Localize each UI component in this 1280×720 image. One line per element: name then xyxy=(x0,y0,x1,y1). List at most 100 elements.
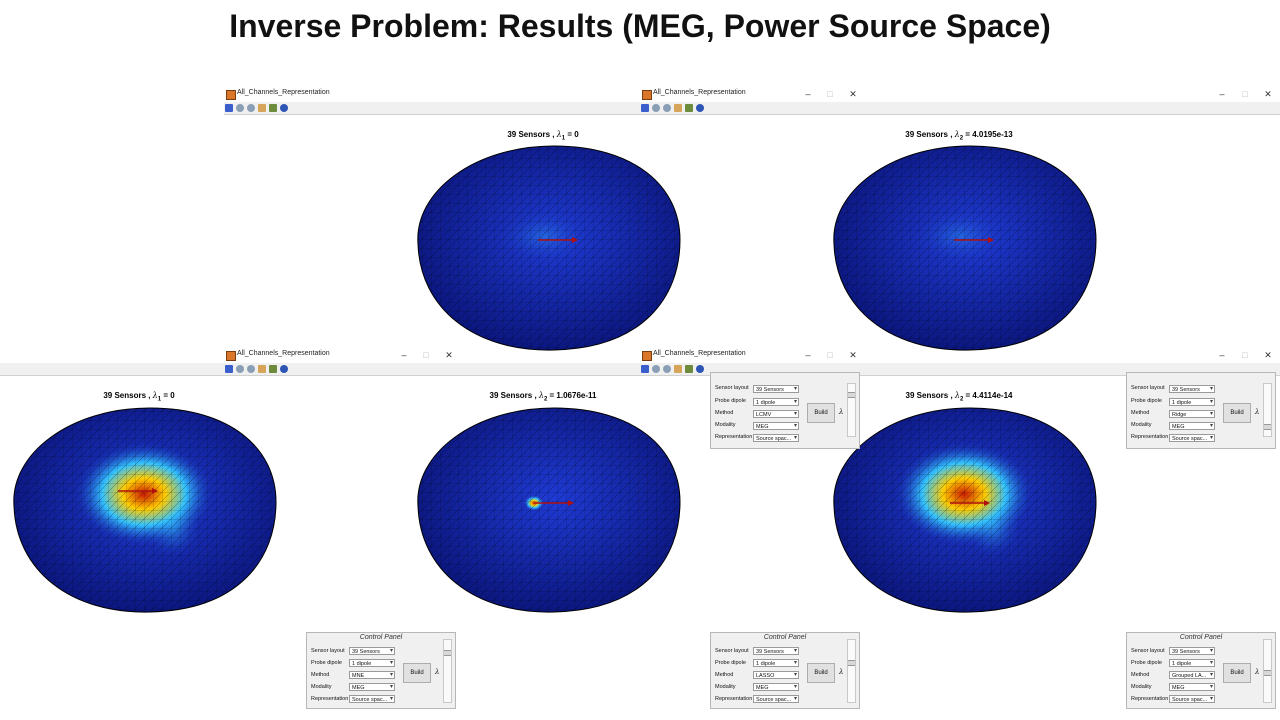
brain-surface-plot[interactable] xyxy=(0,402,280,617)
probe-dipole-label: Probe dipole xyxy=(1131,660,1162,666)
lambda-slider[interactable] xyxy=(443,639,452,703)
save-icon[interactable] xyxy=(225,104,233,112)
save-icon[interactable] xyxy=(641,365,649,373)
method-dropdown[interactable]: LCMV xyxy=(753,410,799,418)
representation-dropdown[interactable]: Source spac... xyxy=(753,695,799,703)
close-button[interactable]: ✕ xyxy=(849,350,857,360)
modality-dropdown[interactable]: MEG xyxy=(349,683,395,691)
maximize-button[interactable]: □ xyxy=(827,89,833,99)
build-button[interactable]: Build xyxy=(807,403,835,423)
minimize-button[interactable]: – xyxy=(401,350,407,360)
close-button[interactable]: ✕ xyxy=(1264,350,1272,360)
modality-dropdown[interactable]: MEG xyxy=(1169,422,1215,430)
brain-surface-plot[interactable] xyxy=(820,402,1100,617)
close-button[interactable]: ✕ xyxy=(445,350,453,360)
method-dropdown[interactable]: Grouped LA... xyxy=(1169,671,1215,679)
build-button[interactable]: Build xyxy=(1223,403,1251,423)
plot-title: 39 Sensors , λ2 = 1.0676e-11 xyxy=(489,391,597,403)
minimize-button[interactable]: – xyxy=(805,89,811,99)
control-panel-title: Control Panel xyxy=(359,634,403,641)
brain-surface-plot[interactable] xyxy=(820,140,1100,355)
representation-dropdown[interactable]: Source spac... xyxy=(349,695,395,703)
sensor-layout-dropdown[interactable]: 39 Sensors xyxy=(1169,647,1215,655)
plot-title: 39 Sensors , λ2 = 4.0195e-13 xyxy=(905,130,1013,142)
pan-icon[interactable] xyxy=(258,365,266,373)
modality-dropdown[interactable]: MEG xyxy=(1169,683,1215,691)
probe-dipole-dropdown[interactable]: 1 dipole xyxy=(753,398,799,406)
save-icon[interactable] xyxy=(225,365,233,373)
maximize-button[interactable]: □ xyxy=(1242,89,1248,99)
rotate-3d-icon[interactable] xyxy=(280,104,288,112)
lambda-label: λ xyxy=(435,668,440,676)
slider-knob[interactable] xyxy=(848,392,855,398)
slider-knob[interactable] xyxy=(1264,670,1271,676)
pan-icon[interactable] xyxy=(258,104,266,112)
control-panel: Sensor layout 39 Sensors Probe dipole 1 … xyxy=(1126,372,1276,449)
representation-dropdown[interactable]: Source spac... xyxy=(1169,434,1215,442)
zoom-in-icon[interactable] xyxy=(652,104,660,112)
control-panel: Control Panel Sensor layout 39 Sensors P… xyxy=(1126,632,1276,709)
matlab-app-icon xyxy=(642,90,652,100)
zoom-out-icon[interactable] xyxy=(247,104,255,112)
rotate-3d-icon[interactable] xyxy=(696,104,704,112)
slider-knob[interactable] xyxy=(1264,424,1271,430)
slider-knob[interactable] xyxy=(444,650,451,656)
modality-dropdown[interactable]: MEG xyxy=(753,422,799,430)
zoom-out-icon[interactable] xyxy=(247,365,255,373)
method-dropdown[interactable]: Ridge xyxy=(1169,410,1215,418)
modality-dropdown[interactable]: MEG xyxy=(753,683,799,691)
data-cursor-icon[interactable] xyxy=(269,104,277,112)
probe-dipole-label: Probe dipole xyxy=(715,398,746,404)
brain-surface-plot[interactable] xyxy=(404,140,684,355)
method-dropdown[interactable]: MNE xyxy=(349,671,395,679)
probe-dipole-dropdown[interactable]: 1 dipole xyxy=(753,659,799,667)
minimize-button[interactable]: – xyxy=(1219,89,1225,99)
lambda-slider[interactable] xyxy=(1263,383,1272,437)
plot-title: 39 Sensors , λ1 = 0 xyxy=(507,130,579,142)
zoom-in-icon[interactable] xyxy=(236,365,244,373)
save-icon[interactable] xyxy=(641,104,649,112)
method-dropdown[interactable]: LASSO xyxy=(753,671,799,679)
probe-dipole-dropdown[interactable]: 1 dipole xyxy=(1169,398,1215,406)
modality-label: Modality xyxy=(715,422,736,428)
data-cursor-icon[interactable] xyxy=(685,365,693,373)
plot-title: 39 Sensors , λ2 = 4.4114e-14 xyxy=(905,391,1013,403)
sensor-layout-dropdown[interactable]: 39 Sensors xyxy=(1169,385,1215,393)
sensor-layout-dropdown[interactable]: 39 Sensors xyxy=(753,647,799,655)
pan-icon[interactable] xyxy=(674,365,682,373)
lambda-slider[interactable] xyxy=(1263,639,1272,703)
zoom-out-icon[interactable] xyxy=(663,365,671,373)
zoom-in-icon[interactable] xyxy=(236,104,244,112)
maximize-button[interactable]: □ xyxy=(1242,350,1248,360)
lambda-slider[interactable] xyxy=(847,383,856,437)
probe-dipole-dropdown[interactable]: 1 dipole xyxy=(349,659,395,667)
sensor-layout-label: Sensor layout xyxy=(1131,385,1165,391)
build-button[interactable]: Build xyxy=(403,663,431,683)
sensor-layout-label: Sensor layout xyxy=(715,385,749,391)
minimize-button[interactable]: – xyxy=(1219,350,1225,360)
maximize-button[interactable]: □ xyxy=(827,350,833,360)
pan-icon[interactable] xyxy=(674,104,682,112)
close-button[interactable]: ✕ xyxy=(849,89,857,99)
zoom-in-icon[interactable] xyxy=(652,365,660,373)
zoom-out-icon[interactable] xyxy=(663,104,671,112)
brain-surface-plot[interactable] xyxy=(404,402,684,617)
lambda-slider[interactable] xyxy=(847,639,856,703)
sensor-layout-dropdown[interactable]: 39 Sensors xyxy=(753,385,799,393)
minimize-button[interactable]: – xyxy=(805,350,811,360)
rotate-3d-icon[interactable] xyxy=(280,365,288,373)
build-button[interactable]: Build xyxy=(1223,663,1251,683)
data-cursor-icon[interactable] xyxy=(685,104,693,112)
window-title-bar: All_Channels_Representation – □ ✕ – □ ✕ xyxy=(640,88,1280,102)
sensor-layout-dropdown[interactable]: 39 Sensors xyxy=(349,647,395,655)
representation-dropdown[interactable]: Source spac... xyxy=(1169,695,1215,703)
build-button[interactable]: Build xyxy=(807,663,835,683)
probe-dipole-dropdown[interactable]: 1 dipole xyxy=(1169,659,1215,667)
slider-knob[interactable] xyxy=(848,660,855,666)
representation-dropdown[interactable]: Source spac... xyxy=(753,434,799,442)
close-button[interactable]: ✕ xyxy=(1264,89,1272,99)
maximize-button[interactable]: □ xyxy=(423,350,429,360)
data-cursor-icon[interactable] xyxy=(269,365,277,373)
representation-label: Representation xyxy=(1131,696,1169,702)
rotate-3d-icon[interactable] xyxy=(696,365,704,373)
